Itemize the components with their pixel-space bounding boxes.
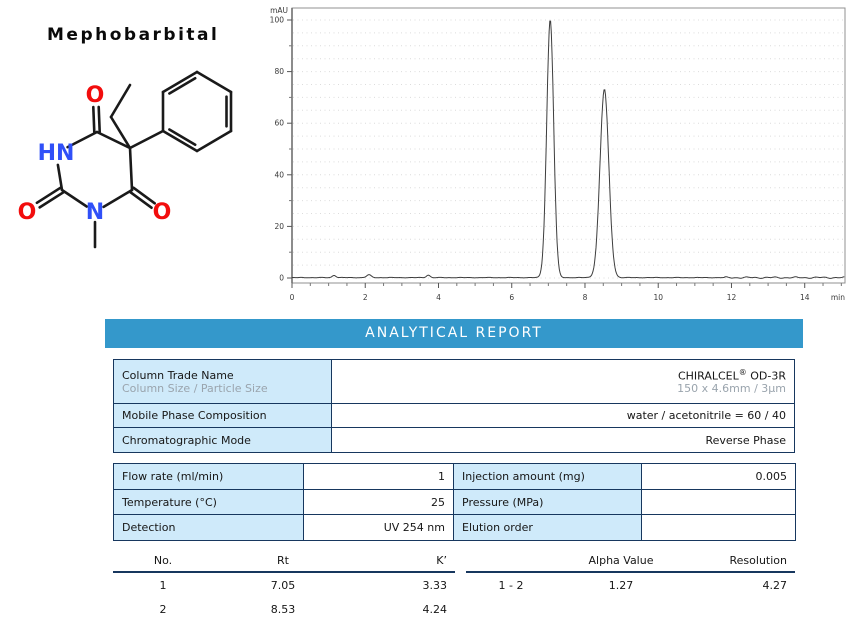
temperature-value: 25 (303, 489, 454, 515)
tick-label: 40 (274, 170, 284, 179)
tick-label: 6 (509, 293, 514, 302)
tick-label: 0 (290, 293, 295, 302)
table-row: 1 7.05 3.33 (113, 572, 455, 597)
peak-2-no: 2 (159, 602, 167, 616)
column-trade-name-label-cell: Column Trade Name Column Size / Particle… (113, 359, 332, 404)
mobile-phase-label: Mobile Phase Composition (113, 403, 332, 428)
tick-label: min (831, 293, 845, 302)
atom-label-hn: HN (38, 141, 75, 166)
resolution-value: 4.27 (762, 578, 788, 592)
column-trade-name-label: Column Trade Name (122, 368, 234, 382)
column-size-value: 150 x 4.6mm / 3µm (677, 382, 786, 396)
tick-label: 60 (274, 119, 284, 128)
injection-amount-label: Injection amount (mg) (453, 463, 642, 490)
tick-label: 2 (363, 293, 368, 302)
tick-label: 12 (727, 293, 737, 302)
pair-header (466, 549, 556, 573)
peak-1-no: 1 (159, 578, 167, 592)
resolution-header: Resolution (686, 549, 795, 573)
plot-frame (291, 7, 846, 284)
tick-label: 14 (800, 293, 810, 302)
report-banner-title: ANALYTICAL REPORT (365, 325, 543, 341)
alpha-value: 1.27 (608, 578, 634, 592)
peak-k-header: K’ (353, 549, 455, 573)
mobile-phase-value: water / acetonitrile = 60 / 40 (331, 403, 795, 428)
atom-label-o-right: O (153, 200, 172, 225)
detection-value: UV 254 nm (303, 514, 454, 541)
peak-results-table: No. Rt K’ 1 7.05 3.33 2 8.53 4.24 (113, 549, 455, 621)
atom-label-n: N (86, 200, 104, 225)
flow-rate-value: 1 (303, 463, 454, 490)
peak-2-rt: 8.53 (270, 602, 296, 616)
compound-title: Mephobarbital (47, 25, 220, 45)
peak-rt-header: Rt (213, 549, 353, 573)
injection-amount-value: 0.005 (641, 463, 796, 490)
tick-label: 8 (583, 293, 588, 302)
peak-2-k: 4.24 (422, 602, 448, 616)
bond-lines (35, 70, 233, 249)
tick-label: 4 (436, 293, 441, 302)
pair-value: 1 - 2 (498, 578, 524, 592)
peak-1-rt: 7.05 (270, 578, 296, 592)
table-row: 1 - 2 1.27 4.27 (466, 572, 795, 597)
conditions-table: Flow rate (ml/min) 1 Injection amount (m… (113, 463, 796, 541)
chromatographic-mode-value: Reverse Phase (331, 427, 795, 453)
tick-label: 0 (279, 274, 284, 283)
tick-label: 80 (274, 67, 284, 76)
tick-label: 20 (274, 222, 284, 231)
tick-label: mAU (270, 6, 288, 15)
table-row: 2 8.53 4.24 (113, 597, 455, 621)
separation-results-table: Alpha Value Resolution 1 - 2 1.27 4.27 (466, 549, 795, 597)
tick-label: 100 (270, 16, 285, 25)
peak-1-k: 3.33 (422, 578, 448, 592)
chromatogram-trace (292, 20, 845, 279)
tick-label: 10 (653, 293, 663, 302)
registered-mark: ® (738, 367, 747, 377)
detection-label: Detection (113, 514, 304, 541)
column-info-table: Column Trade Name Column Size / Particle… (113, 359, 795, 453)
column-trade-name-value-cell: CHIRALCEL® OD-3R 150 x 4.6mm / 3µm (331, 359, 795, 404)
column-size-label: Column Size / Particle Size (122, 381, 268, 395)
pressure-value (641, 489, 796, 515)
chromatographic-mode-label: Chromatographic Mode (113, 427, 332, 453)
peak-no-header: No. (113, 549, 213, 573)
report-banner: ANALYTICAL REPORT (105, 319, 803, 348)
alpha-header: Alpha Value (556, 549, 686, 573)
molecule-structure: HN N O O O (18, 70, 233, 249)
column-trade-name-value: CHIRALCEL® OD-3R (677, 367, 786, 383)
atom-label-o-left: O (18, 200, 37, 225)
elution-order-value (641, 514, 796, 541)
pressure-label: Pressure (MPa) (453, 489, 642, 515)
elution-order-label: Elution order (453, 514, 642, 541)
flow-rate-label: Flow rate (ml/min) (113, 463, 304, 490)
temperature-label: Temperature (°C) (113, 489, 304, 515)
atom-label-o-top: O (86, 83, 105, 108)
